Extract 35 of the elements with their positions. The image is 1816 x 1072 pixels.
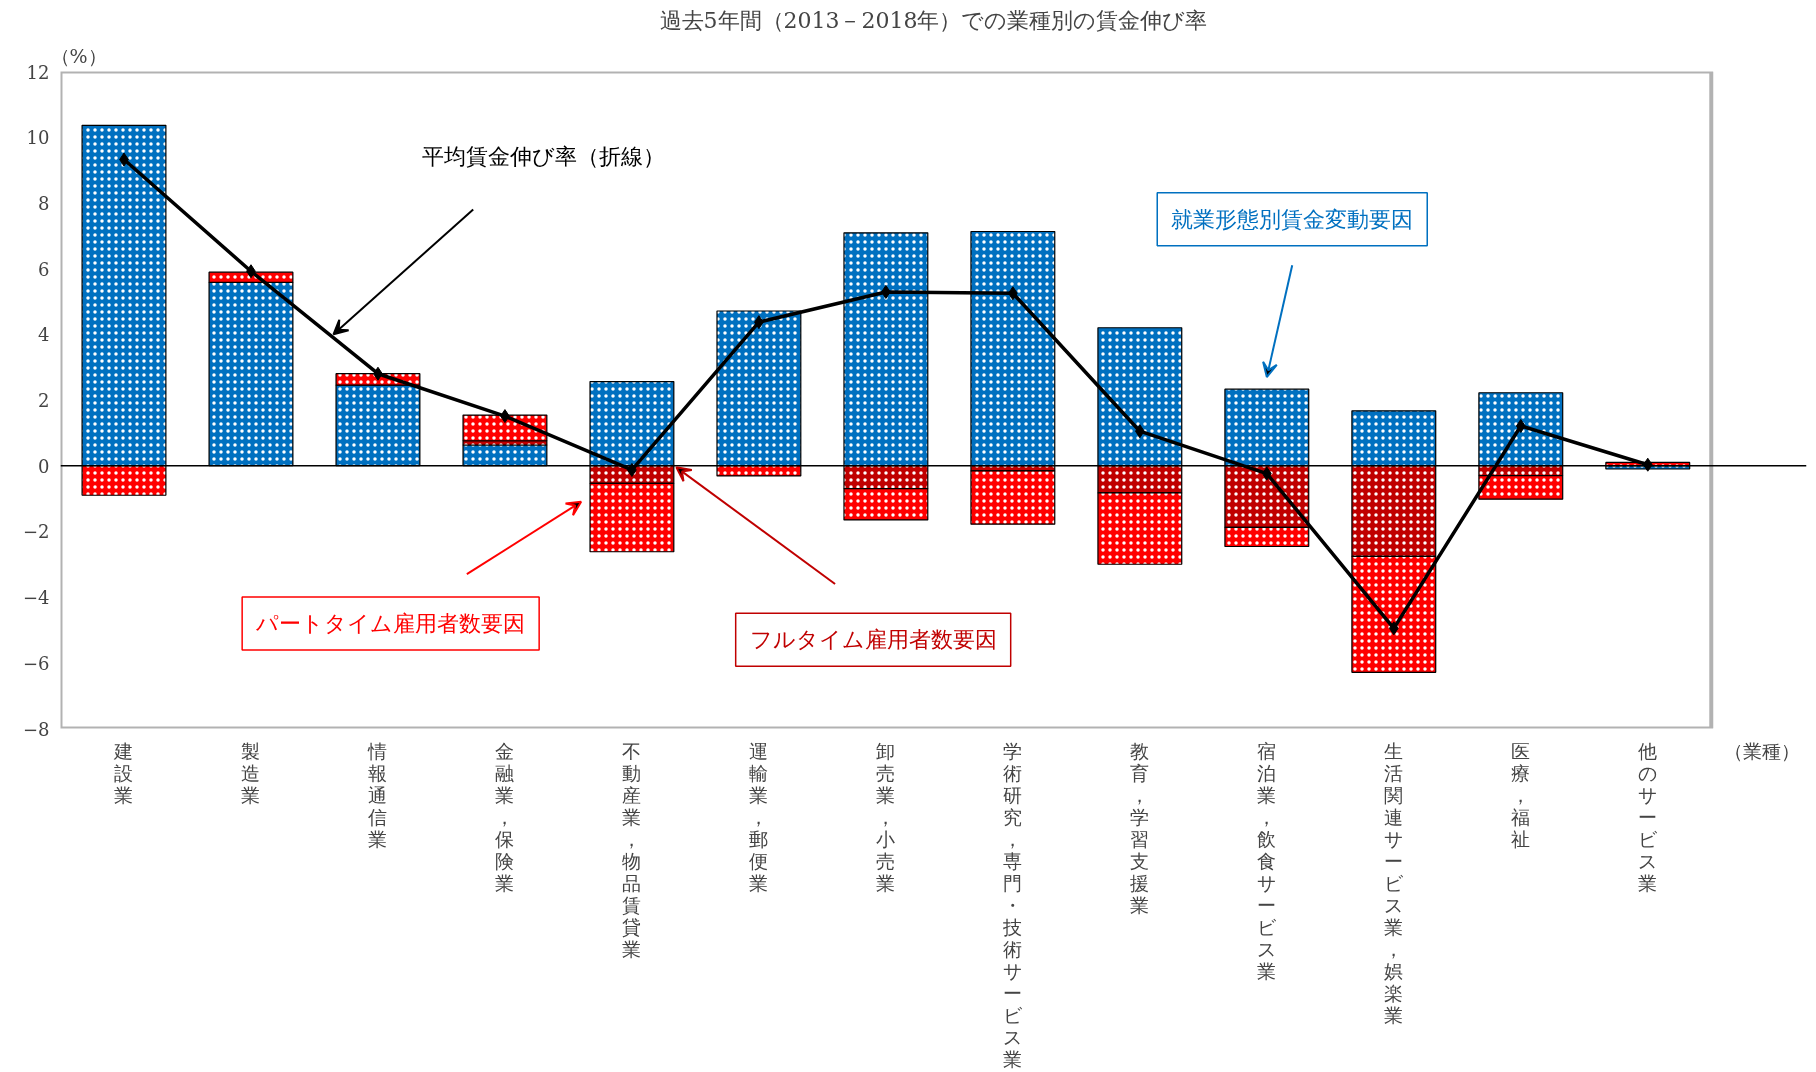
- text: 平均賃金伸び率（折線）: [421, 144, 665, 170]
- x-tick-label: 建設業: [113, 739, 134, 806]
- text: パートタイム雇用者数要因: [255, 610, 526, 636]
- x-tick-label: 製造業: [241, 739, 261, 806]
- chart-title: 過去5年間（2013－2018年）での業種別の賃金伸び率: [659, 7, 1208, 33]
- y-tick-label: −2: [22, 521, 50, 543]
- y-tick-label: −4: [22, 587, 50, 609]
- point: [1261, 466, 1272, 481]
- text: 就業形態別賃金変動要因: [1171, 206, 1414, 232]
- x-tick-label: 金融業，保険業: [495, 739, 515, 894]
- y-tick-label: 8: [38, 192, 50, 214]
- x-tick-label: 医療，福祉: [1511, 739, 1531, 850]
- category-label: 生活関連サービス業，娯楽業: [1384, 739, 1404, 1026]
- point: [1642, 457, 1653, 472]
- y-axis-title: （%）: [50, 44, 107, 67]
- y-tick-label: 10: [26, 127, 50, 149]
- point: [1515, 418, 1526, 433]
- y-tick-label: 4: [38, 324, 50, 346]
- category-label: 宿泊業，飲食サービス業: [1257, 739, 1277, 982]
- x-tick-label: 卸売業，小売業: [876, 739, 896, 894]
- x-axis-title: （業種）: [1724, 739, 1801, 762]
- x-tick-label: 運輸業，郵便業: [749, 739, 769, 894]
- category-label: 不動産業，物品賃貸業: [622, 739, 642, 960]
- y-tick-label: 6: [38, 258, 50, 280]
- y-tick-label: −6: [22, 652, 50, 674]
- x-tick-label: 教育，学習支援業: [1130, 739, 1150, 916]
- y-tick-label: 0: [38, 455, 50, 477]
- y-tick-label: 12: [26, 61, 50, 83]
- text: フルタイム雇用者数要因: [749, 627, 997, 653]
- y-tick-label: −8: [22, 718, 50, 740]
- category-label: 学術研究，専門・技術サービス業: [1003, 739, 1023, 1070]
- x-tick-label: 情報通信業: [367, 739, 388, 850]
- point: [1388, 621, 1399, 636]
- y-tick-label: 2: [38, 390, 50, 411]
- x-tick-label: 他のサービス業: [1638, 739, 1659, 894]
